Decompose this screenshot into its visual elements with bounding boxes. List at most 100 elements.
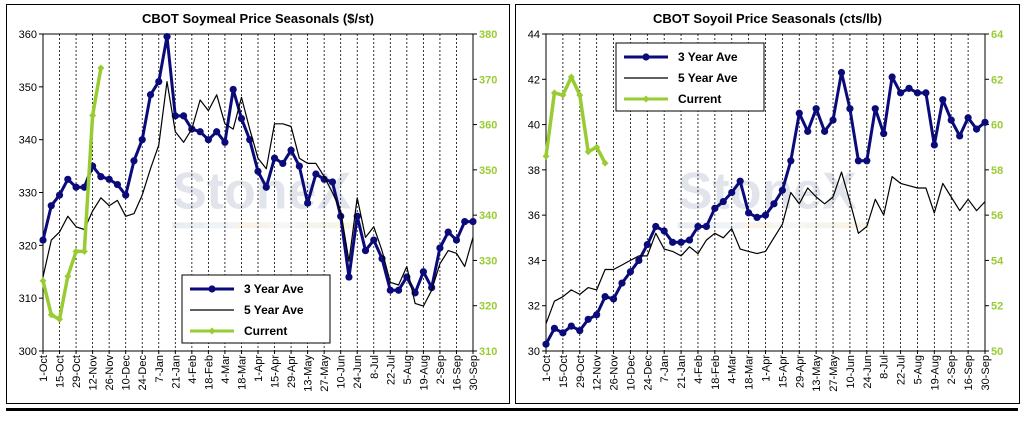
soymeal-series-3-year-ave-point <box>461 217 469 226</box>
soymeal-legend: 3 Year Ave 5 Year Ave Current <box>181 274 331 344</box>
soymeal-series-3-year-ave-point <box>386 286 394 294</box>
soymeal-series-3-year-ave-point <box>370 236 378 244</box>
soyoil-series-3-year-ave-point <box>896 89 905 97</box>
soyoil-series-3-year-ave-point <box>846 105 854 113</box>
soymeal-legend-item-current-marker <box>208 327 216 335</box>
soymeal-xtick-label: 4-Mar <box>220 355 232 384</box>
soymeal-xtick-label: 10-Dec <box>121 355 133 391</box>
soymeal-xtick-label: 1-Apr <box>253 355 265 382</box>
soymeal-series-current-point <box>39 277 47 285</box>
soyoil-series-3-year-ave-point <box>669 238 677 246</box>
soymeal-xtick-label: 10-Jun <box>336 355 348 389</box>
soyoil-watermark-band <box>805 222 838 229</box>
soyoil-series-current-point <box>542 152 550 160</box>
soyoil-y2tick-label: 64 <box>991 29 1004 41</box>
soyoil-series-3-year-ave-point <box>567 322 575 330</box>
bottom-divider <box>6 408 1018 411</box>
soymeal-series-3-year-ave-point <box>304 199 312 207</box>
soyoil-series-3-year-ave-point <box>770 200 778 208</box>
soyoil-xtick-label: 19-Aug <box>929 355 941 390</box>
soymeal-series-3-year-ave-point <box>436 244 444 252</box>
soymeal-series-3-year-ave-point <box>345 273 353 281</box>
soymeal-watermark-band <box>204 222 236 229</box>
soyoil-series-3-year-ave-point <box>964 114 972 122</box>
soyoil-series-3-year-ave-point <box>888 73 896 81</box>
soyoil-watermark-band <box>677 222 710 229</box>
soyoil-y2tick-label: 58 <box>991 165 1003 177</box>
soymeal-legend-item-3-year-ave-label: 3 Year Ave <box>244 282 304 296</box>
soyoil-chart-panel: CBOT Soyoil Price Seasonals (cts/lb) Ston… <box>515 4 1020 404</box>
soyoil-ytick-label: 34 <box>528 255 540 267</box>
soyoil-series-5-year-ave <box>545 171 986 325</box>
soyoil-xtick-label: 1-Apr <box>761 355 773 382</box>
soyoil-xtick-label: 24-Jun <box>862 355 874 389</box>
soyoil-series-current-point <box>593 143 601 151</box>
soyoil-series-3-year-ave-point <box>880 130 888 138</box>
soymeal-xtick-label: 30-Sep <box>468 355 480 390</box>
soymeal-series-3-year-ave-point <box>419 268 427 276</box>
soyoil-series-3-year-ave-point <box>820 127 829 135</box>
soyoil-series-3-year-ave-point <box>584 315 592 323</box>
soymeal-xtick-label: 1-Oct <box>38 355 50 382</box>
soyoil-series-3-year-ave-point <box>626 268 635 276</box>
soyoil-y2tick-label: 60 <box>991 120 1003 132</box>
soyoil-xtick-label: 29-Apr <box>794 355 806 388</box>
soymeal-xtick-label: 15-Oct <box>55 355 67 388</box>
soyoil-xtick-label: 26-Nov <box>609 355 621 391</box>
soyoil-xtick-label: 4-Feb <box>693 355 705 384</box>
soymeal-series-3-year-ave-point <box>361 247 370 255</box>
soymeal-series-3-year-ave-point <box>394 286 403 294</box>
soyoil-series-3-year-ave-point <box>618 279 626 287</box>
soymeal-legend-item-3-year-ave: 3 Year Ave <box>190 282 304 296</box>
soyoil-xtick-label: 12-Nov <box>592 355 604 391</box>
soyoil-series-3-year-ave-point <box>863 157 871 165</box>
soymeal-xtick-label: 18-Feb <box>203 355 215 390</box>
soyoil-y2tick-label: 54 <box>991 255 1004 267</box>
soyoil-ytick-label: 42 <box>528 74 540 86</box>
soymeal-series-3-year-ave-point <box>97 173 105 181</box>
soymeal-y2tick-label: 350 <box>479 165 497 177</box>
soymeal-xtick-label: 29-Apr <box>286 355 298 388</box>
soymeal-series-current-point <box>56 315 64 323</box>
soyoil-series-3-year-ave-point <box>635 256 643 265</box>
soymeal-xtick-label: 7-Jan <box>154 355 166 383</box>
soyoil-series-3-year-ave-point <box>778 186 786 194</box>
soyoil-watermark-band <box>773 222 806 229</box>
soymeal-series-3-year-ave-point <box>229 85 237 94</box>
soymeal-series-current <box>39 64 105 323</box>
soyoil-series-current-point <box>601 159 609 167</box>
soyoil-xtick-label: 30-Sep <box>980 355 992 390</box>
soyoil-series-current <box>542 73 609 167</box>
soymeal-series-3-year-ave-point <box>196 128 204 136</box>
soyoil-series-3-year-ave <box>542 68 989 348</box>
soyoil-series-current-point <box>559 91 567 99</box>
soymeal-legend-item-current: Current <box>190 324 287 338</box>
soymeal-y2tick-label: 360 <box>479 120 497 132</box>
soymeal-y2tick-label: 340 <box>479 210 497 222</box>
soymeal-series-3-year-ave-point <box>122 191 130 199</box>
soymeal-series-current-point <box>89 112 97 120</box>
soyoil-series-3-year-ave-point <box>812 105 820 113</box>
soymeal-ytick-label: 320 <box>19 240 37 252</box>
soyoil-xtick-label: 1-Oct <box>541 355 553 382</box>
soyoil-xtick-label: 2-Sep <box>946 355 958 384</box>
soyoil-series-3-year-ave-point <box>685 236 694 244</box>
soymeal-series-3-year-ave-point <box>279 159 287 168</box>
soymeal-series-current-point <box>64 272 72 280</box>
soyoil-series-3-year-ave-point <box>871 105 879 113</box>
soymeal-y2tick-label: 320 <box>479 301 497 313</box>
soyoil-series-3-year-ave-point <box>694 222 702 231</box>
soymeal-legend-item-current-label: Current <box>244 324 287 338</box>
soymeal-series-current-point <box>80 247 88 255</box>
soyoil-series-3-year-ave-point <box>702 222 711 231</box>
soymeal-watermark-band <box>332 222 364 229</box>
soyoil-legend-item-3-year-ave-label: 3 Year Ave <box>678 50 738 64</box>
soymeal-xtick-label: 2-Sep <box>435 355 447 384</box>
soyoil-xtick-label: 18-Mar <box>744 355 756 390</box>
soymeal-series-3-year-ave-point <box>146 91 155 99</box>
soymeal-watermark-band <box>172 222 204 229</box>
soymeal-series-current-point <box>97 64 105 72</box>
soyoil-ytick-label: 32 <box>528 301 540 313</box>
soyoil-series-3-year-ave-point <box>804 127 812 135</box>
soymeal-xtick-label: 5-Aug <box>402 355 414 384</box>
